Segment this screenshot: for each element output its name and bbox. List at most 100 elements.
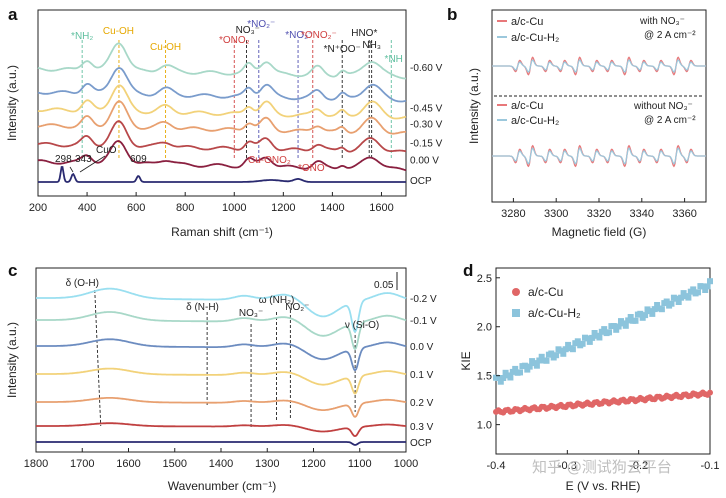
annotation-cuo: CuO <box>96 145 117 156</box>
panel-a-series-line <box>37 42 406 80</box>
legend-top-accuh2: a/c-Cu-H₂ <box>511 32 559 44</box>
panel-d-point-accuh2 <box>695 289 701 296</box>
panel-c-series-label: 0.2 V <box>410 398 434 409</box>
panel-a-xtick-label: 600 <box>127 202 145 214</box>
annotation-arrow-cuo <box>79 155 106 173</box>
panel-d-point-accuh2 <box>586 338 593 345</box>
panel-c-series-label: -0.2 V <box>410 294 437 305</box>
note-top-line1: with NO₃⁻ <box>639 16 685 27</box>
legend-top-accu: a/c-Cu <box>511 16 543 28</box>
panel-d-point-accuh2 <box>622 322 629 329</box>
panel-c-xtick-label: 1200 <box>301 458 325 470</box>
panel-c-band-label: ω (NH₂) <box>259 295 295 306</box>
panel-b-top-accuh2-line <box>492 59 706 73</box>
panel-a-peak-label: Cu-OH <box>103 26 134 37</box>
panel-label-a: a <box>8 5 18 24</box>
panel-d-point-accuh2 <box>658 306 665 313</box>
panel-d-xlabel: E (V vs. RHE) <box>566 479 641 493</box>
panel-d-point-accuh2 <box>625 317 632 324</box>
panel-d-point-accuh2 <box>596 334 603 341</box>
panel-c-xtick-label: 1800 <box>24 458 48 470</box>
panel-c-xtick-label: 1400 <box>209 458 233 470</box>
panel-d-xtick-label: -0.3 <box>558 460 577 472</box>
panel-c-xtick-label: 1300 <box>255 458 279 470</box>
legend-marker-accuh2 <box>512 309 520 317</box>
panel-c-xlabel: Wavenumber (cm⁻¹) <box>168 479 277 493</box>
panel-d-point-accuh2 <box>512 365 519 372</box>
panel-d-point-accuh2 <box>673 295 680 302</box>
panel-a-peak-label: *ONO₂ <box>219 35 250 46</box>
panel-a-series-label: -0.30 V <box>410 119 443 130</box>
panel-label-d: d <box>463 261 473 280</box>
panel-c-series-line <box>36 367 407 395</box>
panel-a-peak-label: *NH <box>385 54 403 65</box>
panel-a-peak-label: HNO* <box>351 28 377 39</box>
panel-c-series-label: 0.0 V <box>410 342 434 353</box>
panel-d-point-accuh2 <box>707 278 713 285</box>
panel-d-frame <box>495 267 711 455</box>
panel-d-point-accuh2 <box>569 346 576 353</box>
panel-a-xtick-label: 800 <box>176 202 194 214</box>
panel-d-point-accuh2 <box>649 310 656 317</box>
panel-d-point-accuh2 <box>675 299 682 305</box>
panel-d-point-accuh2 <box>685 294 692 301</box>
panel-c-band-label: δ (O-H) <box>66 278 99 289</box>
panel-c-series-label: -0.1 V <box>410 316 437 327</box>
panel-b: 3280 3300 3320 3340 3360 Magnetic field (G) … <box>467 9 707 239</box>
note-top-line2: @ 2 A cm⁻² <box>644 30 696 41</box>
panel-b-xtick-label: 3280 <box>501 208 525 220</box>
panel-d-point-accuh2 <box>536 357 543 364</box>
legend-bottom-accu: a/c-Cu <box>511 100 543 112</box>
panel-d-point-accuh2 <box>565 341 572 348</box>
annotation-arrow-343 <box>69 166 74 173</box>
panel-d-point-accuh2 <box>627 314 634 320</box>
panel-c-series-line <box>36 311 407 351</box>
panel-b-xtick-label: 3340 <box>630 208 654 220</box>
panel-d-point-accuh2 <box>538 353 545 360</box>
panel-d-point-accuh2 <box>562 346 569 353</box>
annotation-298: 298 <box>55 154 72 165</box>
panel-d-point-accuh2 <box>613 326 620 333</box>
panel-b-ylabel: Intensity (a.u.) <box>467 68 481 144</box>
panel-a-series-label: -0.60 V <box>410 63 443 74</box>
panel-c-band-label: ν (Si-O) <box>345 320 379 331</box>
panel-c-xtick-label: 1000 <box>394 458 418 470</box>
annotation-cu-ono2: Cu-ONO₂ <box>248 155 291 166</box>
panel-c-band-label: NO₂⁻ <box>285 302 309 313</box>
panel-b-bottom-accuh2-line <box>492 147 706 165</box>
panel-d-point-accuh2 <box>557 347 564 354</box>
panel-a-peak-label: NO₃⁻ <box>236 25 260 36</box>
panel-d-point-accuh2 <box>533 362 540 369</box>
panel-d-point-accuh2 <box>601 326 608 333</box>
panel-a-xtick-label: 400 <box>78 202 96 214</box>
legend-marker-accu <box>512 288 520 296</box>
panel-d-point-accuh2 <box>579 340 586 347</box>
panel-label-b: b <box>447 5 457 24</box>
panel-d-point-accuh2 <box>560 350 567 357</box>
panel-a-series-label: -0.15 V <box>410 138 443 149</box>
panel-a: -0.60 V -0.45 V -0.30 V -0.15 V 0.00 V OCP 20… <box>5 9 443 239</box>
panel-a-peak-label: *NO₂⁻ <box>247 19 275 30</box>
panel-d-point-accuh2 <box>548 350 555 357</box>
annotation-343: 343 <box>75 154 92 165</box>
panel-a-series-line <box>37 67 407 103</box>
panel-c-series-line <box>36 422 407 438</box>
panel-a-series-line <box>37 84 407 120</box>
panel-a-frame <box>37 9 407 197</box>
panel-d-point-accuh2 <box>543 357 550 364</box>
panel-d-ytick-label: 1.5 <box>477 371 492 383</box>
panel-a-xtick-label: 1400 <box>320 202 344 214</box>
panel-d-ylabel: KIE <box>459 351 473 370</box>
panel-a-peak-label: *ONO₂⁻ <box>301 30 337 41</box>
panel-d-point-accuh2 <box>610 323 617 329</box>
panel-d-point-accuh2 <box>704 283 711 290</box>
panel-c-series-line <box>36 397 407 418</box>
panel-d-point-accuh2 <box>574 338 581 345</box>
panel-a-series-label: OCP <box>410 176 432 187</box>
panel-d-point-accuh2 <box>589 334 596 341</box>
panel-c-band-line <box>94 289 102 427</box>
panel-d-point-accuh2 <box>637 310 644 317</box>
panel-a-series-line <box>37 140 407 172</box>
panel-c-xtick-label: 1500 <box>163 458 187 470</box>
watermark: 知乎 @测试狗云平台 <box>532 458 672 476</box>
